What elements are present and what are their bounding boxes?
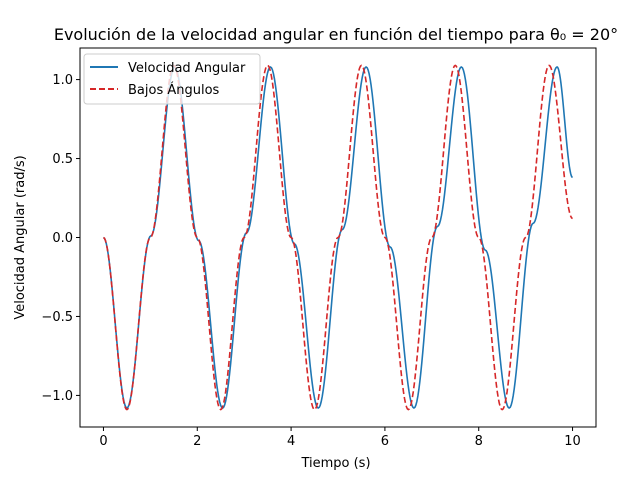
x-tick-label: 0 [99,434,107,449]
legend-label-bajos-angulos: Bajos Ángulos [128,82,220,98]
chart-title: Evolución de la velocidad angular en fun… [54,25,618,44]
x-axis-ticks: 0 2 4 6 8 10 [99,427,581,449]
x-tick-label: 6 [381,434,389,449]
x-tick-label: 10 [564,434,581,449]
series-line-velocidad-angular [102,66,574,409]
legend-box [83,53,261,105]
x-tick-label: 8 [475,434,483,449]
legend-label-velocidad-angular: Velocidad Angular [128,61,246,76]
y-tick-label: −0.5 [41,310,73,325]
y-axis-label: Velocidad Angular (rad/s) [13,155,28,319]
x-tick-label: 4 [287,434,295,449]
series-layer [102,64,574,411]
y-tick-label: 0.5 [52,152,73,167]
legend: Velocidad Angular Bajos Ángulos [83,53,261,105]
y-tick-label: −1.0 [41,389,73,404]
y-tick-label: 0.0 [52,231,73,246]
x-axis-label: Tiempo (s) [300,456,370,471]
x-tick-label: 2 [193,434,201,449]
series-line-bajos-angulos [102,64,573,411]
y-tick-label: 1.0 [52,73,73,88]
y-axis-ticks: −1.0 −0.5 0.0 0.5 1.0 [41,73,80,404]
